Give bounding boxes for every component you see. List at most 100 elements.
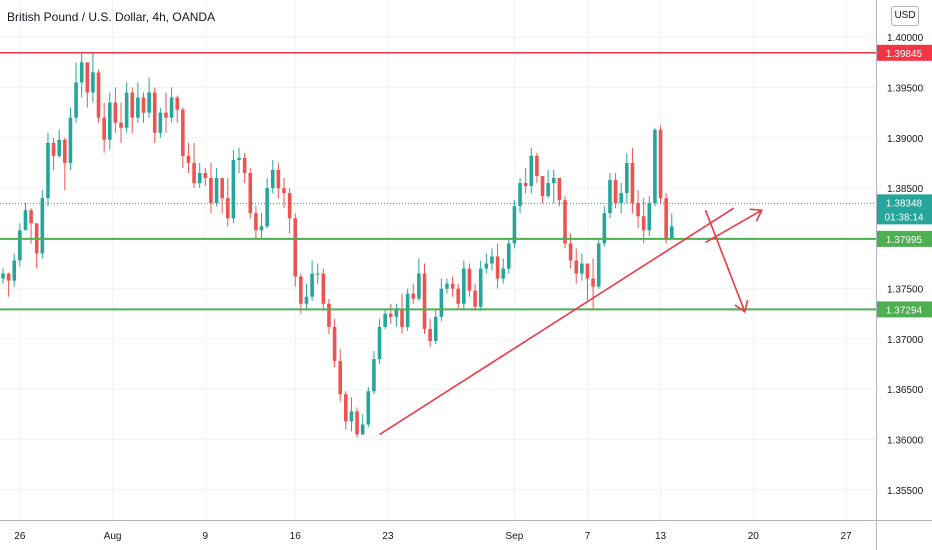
candle: [181, 107, 185, 168]
time-tick-label: 13: [655, 531, 667, 542]
arrow-shaft: [705, 209, 763, 244]
candle: [46, 132, 50, 207]
candle: [366, 387, 371, 428]
candle: [641, 198, 646, 244]
candle: [355, 407, 359, 438]
candle-body: [79, 62, 84, 83]
candle: [214, 167, 219, 207]
candle: [304, 283, 309, 311]
candle-body: [74, 82, 78, 118]
price-tick-label: 1.37000: [887, 335, 924, 346]
candle-body: [237, 157, 241, 160]
candles: [1, 52, 674, 438]
candle: [141, 92, 146, 123]
candle-body: [400, 308, 404, 327]
candle: [293, 213, 298, 287]
candle: [276, 162, 281, 199]
candle: [529, 147, 534, 194]
candle-body: [299, 276, 303, 304]
candle-body: [254, 213, 258, 231]
candle: [158, 107, 163, 138]
candle: [96, 69, 101, 123]
candle: [1, 268, 5, 284]
candle-body: [57, 139, 61, 156]
candle-body: [265, 188, 269, 227]
candle: [647, 196, 652, 237]
candle: [79, 52, 84, 98]
candle-body: [613, 180, 618, 204]
candle-body: [46, 142, 50, 199]
candle-body: [85, 62, 90, 93]
time-tick-label: 20: [748, 531, 760, 542]
candle-body: [29, 210, 33, 224]
candle: [51, 137, 56, 170]
candle: [658, 125, 663, 204]
candle-body: [186, 155, 191, 163]
candle-body: [574, 260, 579, 274]
candle: [74, 62, 78, 123]
candle-body: [158, 112, 163, 133]
candle-body: [96, 72, 101, 118]
candle: [169, 87, 174, 123]
time-tick-label: 27: [840, 531, 852, 542]
candle-body: [540, 176, 545, 197]
candle: [512, 200, 517, 249]
candle: [40, 190, 45, 259]
candle-body: [181, 109, 185, 156]
time-tick-label: Aug: [104, 531, 122, 542]
candle-body: [169, 97, 174, 118]
candle-body: [535, 155, 539, 177]
candle: [164, 92, 168, 133]
candle-body: [164, 112, 168, 118]
candle: [462, 260, 466, 309]
candle: [332, 318, 337, 368]
candle-body: [287, 193, 292, 219]
candle-body: [248, 172, 253, 214]
time-tick-label: 9: [203, 531, 209, 542]
candle-body: [226, 198, 230, 219]
candle: [349, 397, 354, 432]
candle: [192, 142, 196, 189]
candle: [619, 183, 623, 214]
candle-body: [327, 303, 331, 327]
candle: [231, 149, 236, 224]
candle-body: [119, 122, 123, 128]
candle-body: [478, 268, 483, 307]
candle: [242, 152, 247, 184]
candle-body: [344, 394, 348, 422]
candle: [557, 178, 562, 207]
candle-body: [231, 159, 236, 219]
candle-body: [209, 178, 213, 204]
candle: [287, 188, 292, 234]
grid-lines: [0, 0, 876, 520]
candle-body: [596, 243, 601, 287]
candle-body: [175, 97, 180, 110]
candle: [574, 248, 579, 284]
arrow-down: [704, 209, 749, 314]
candle: [478, 260, 483, 311]
candle-body: [557, 178, 562, 201]
candle-body: [591, 278, 595, 287]
candle-body: [602, 213, 607, 244]
candle: [563, 196, 567, 249]
price-level-tag-label: 1.39845: [886, 49, 923, 60]
candle: [23, 203, 28, 231]
price-level-tag: [877, 44, 932, 61]
price-level-tag-label: 1.37294: [886, 305, 923, 316]
time-axis: [0, 520, 876, 550]
candle: [445, 278, 449, 294]
candle: [282, 178, 286, 209]
candle: [259, 213, 264, 239]
candle: [113, 87, 118, 133]
candle: [209, 162, 213, 214]
candle: [411, 283, 416, 304]
arrow-shaft: [704, 209, 746, 313]
candle: [636, 190, 640, 229]
currency-button[interactable]: USD: [891, 6, 919, 26]
candle-body: [490, 256, 494, 264]
candle-body: [259, 226, 264, 231]
candle: [34, 223, 39, 269]
candle-body: [136, 97, 140, 118]
candle: [456, 283, 461, 309]
